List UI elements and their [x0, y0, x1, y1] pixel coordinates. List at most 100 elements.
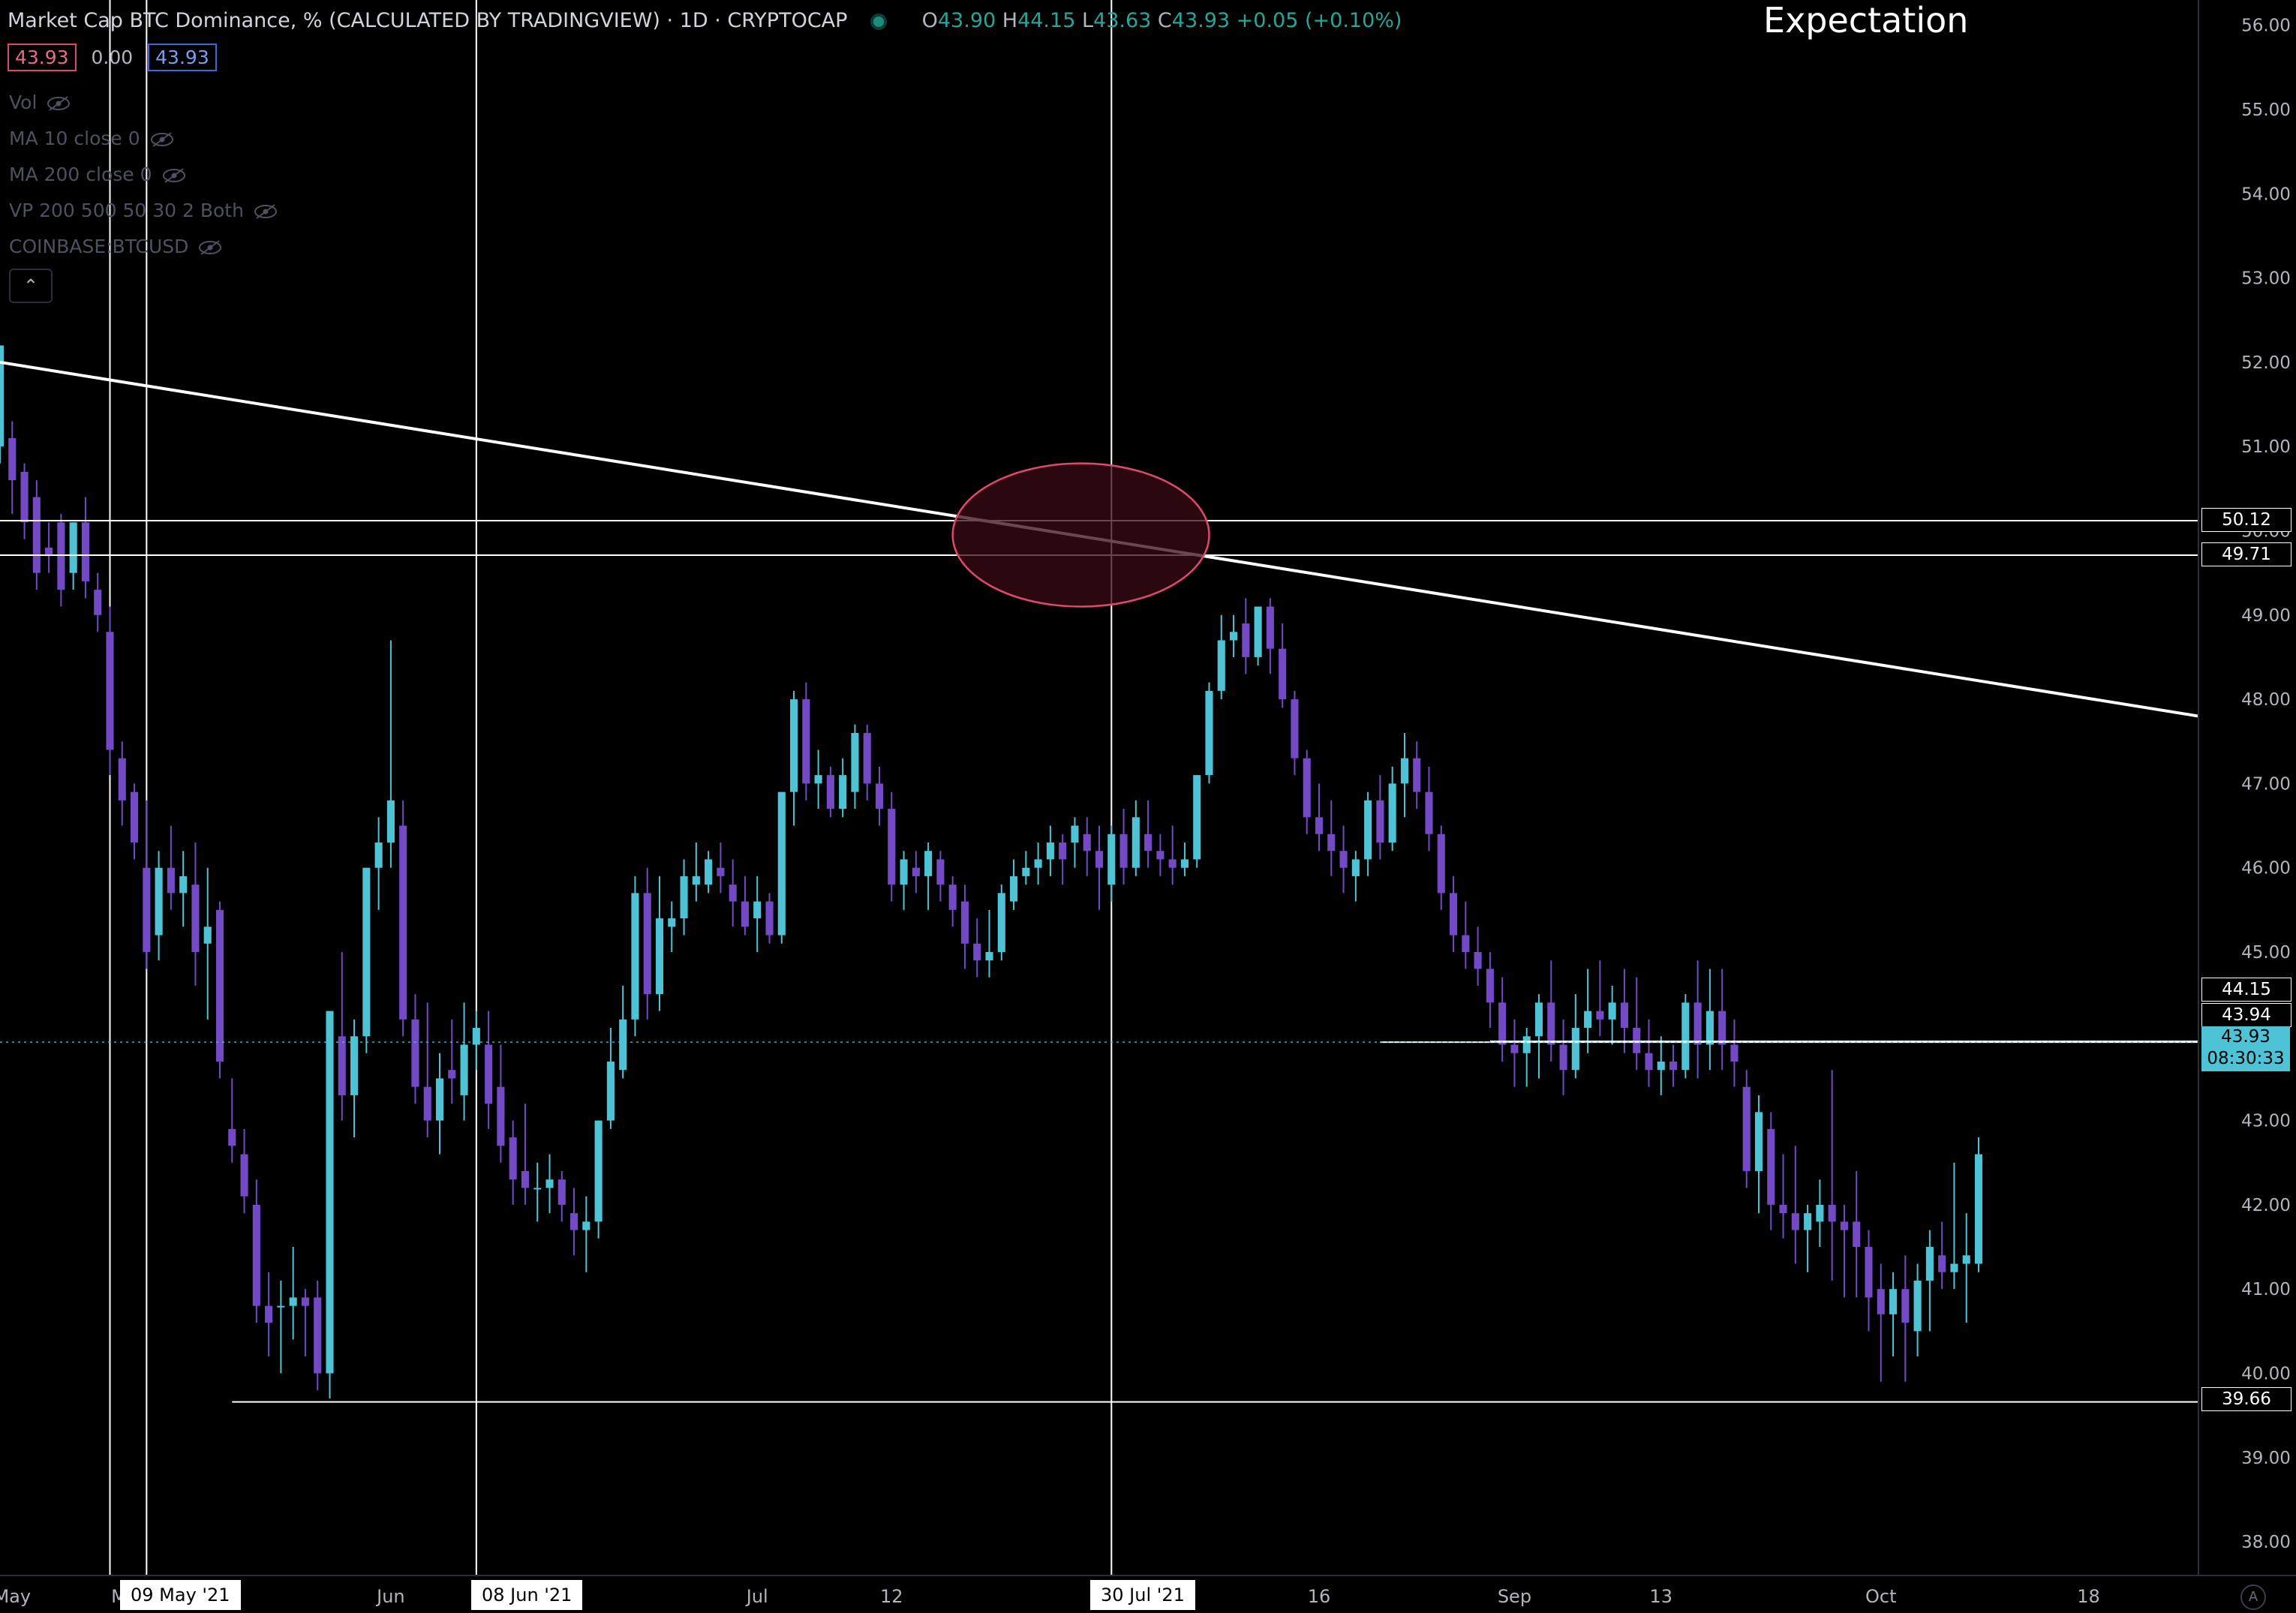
current-price: 43.93	[2221, 1027, 2270, 1047]
candle-body	[900, 859, 908, 885]
candle-body	[1131, 817, 1140, 868]
candle-body	[167, 867, 175, 894]
candle-body	[215, 909, 224, 1062]
collapse-legend-button[interactable]: ⌃	[9, 269, 53, 303]
candle-body	[350, 1036, 359, 1095]
market-status-icon[interactable]	[870, 13, 888, 30]
candle-body	[94, 590, 102, 615]
candle-body	[143, 867, 151, 952]
y-tick-label: 46.00	[2241, 859, 2291, 879]
candle-body	[1974, 1154, 1983, 1264]
candle-body	[411, 1019, 419, 1087]
candle-body	[1022, 867, 1030, 876]
candle-body	[191, 885, 200, 952]
candle-body	[1474, 951, 1482, 969]
symbol-title[interactable]: Market Cap BTC Dominance, % (CALCULATED …	[8, 9, 848, 32]
x-tick-label: Jul	[745, 1586, 768, 1607]
candle-body	[1804, 1213, 1812, 1230]
candle-body	[1230, 632, 1238, 641]
y-tick-label: 51.00	[2241, 437, 2291, 457]
candle-body	[521, 1170, 529, 1188]
close-label: C	[1157, 9, 1172, 32]
x-tick-label: 12	[880, 1586, 903, 1607]
candle-body	[1547, 1002, 1555, 1045]
candle-body	[265, 1305, 273, 1323]
candle-body	[1693, 1002, 1702, 1045]
candle-body	[155, 867, 163, 936]
candle-body	[1510, 1044, 1519, 1053]
candle-body	[252, 1204, 260, 1306]
y-tick-label: 53.00	[2241, 269, 2291, 289]
highlight-ellipse-shape[interactable]	[951, 462, 1210, 608]
candle-body	[106, 632, 114, 750]
candle-body	[1462, 935, 1470, 952]
indicator-coinbase-btcusd[interactable]: COINBASE:BTCUSD	[9, 236, 223, 257]
bid-value-box[interactable]: 43.93	[8, 44, 77, 71]
candle-body	[326, 1011, 334, 1374]
candle-body	[594, 1120, 603, 1222]
candle-body	[1303, 758, 1311, 818]
candle-body	[1486, 969, 1494, 1003]
auto-scale-button[interactable]: A	[2240, 1584, 2266, 1610]
time-axis[interactable]: MayMay '21Jun14Jul1216Sep13Oct18	[0, 1586, 2100, 1607]
candle-body	[1144, 834, 1153, 852]
candle-body	[1400, 758, 1408, 784]
candle-body	[228, 1128, 236, 1146]
candle-body	[1205, 690, 1213, 776]
candle-body	[1754, 1112, 1763, 1171]
highlight-ellipse[interactable]	[951, 462, 1210, 608]
open-value: 43.90	[937, 9, 996, 32]
price-label-level: 43.94	[2201, 1003, 2291, 1027]
price-axis[interactable]: 56.0055.0054.0053.0052.0051.0050.0049.00…	[2241, 17, 2291, 1552]
candle-body	[631, 893, 639, 1020]
indicator-label: MA 10 close 0	[9, 128, 140, 149]
annotation-text[interactable]: Expectation	[1763, 0, 1969, 41]
candle-body	[374, 842, 383, 868]
candle-body	[1254, 606, 1262, 657]
indicator-ma200[interactable]: MA 200 close 0	[9, 164, 187, 185]
candle-body	[1437, 834, 1445, 894]
y-tick-label: 39.00	[2241, 1449, 2291, 1468]
candle-body	[1339, 851, 1348, 868]
spread-value: 0.00	[91, 47, 134, 68]
vertical-crosshair-lines	[109, 0, 1113, 1575]
candle-body	[57, 522, 65, 590]
candle-body	[1913, 1280, 1922, 1332]
current-price-label: 43.93 08:30:33	[2201, 1026, 2290, 1071]
hidden-eye-icon[interactable]	[161, 167, 187, 184]
candle-body	[1571, 1028, 1579, 1071]
candle-body	[1657, 1061, 1665, 1071]
indicator-vp[interactable]: VP 200 500 50 30 2 Both	[9, 200, 278, 221]
countdown-timer: 08:30:33	[2207, 1049, 2285, 1068]
candle-body	[1168, 859, 1177, 868]
candle-body	[386, 800, 395, 843]
candle-body	[1425, 791, 1433, 834]
candle-body	[1279, 648, 1287, 700]
candle-body	[240, 1154, 248, 1197]
candle-body	[814, 775, 822, 784]
candle-body	[717, 867, 725, 876]
candle-body	[1364, 800, 1372, 860]
hidden-eye-icon[interactable]	[149, 131, 175, 148]
x-tick-label: 16	[1308, 1586, 1331, 1607]
hidden-eye-icon[interactable]	[46, 95, 71, 112]
date-label-09-may: 09 May '21	[120, 1580, 241, 1610]
hidden-eye-icon[interactable]	[197, 239, 223, 256]
y-tick-label: 48.00	[2241, 690, 2291, 710]
candle-body	[81, 522, 89, 581]
candle-body	[1046, 842, 1054, 860]
candle-body	[0, 345, 5, 447]
hidden-eye-icon[interactable]	[253, 203, 278, 220]
indicator-ma10[interactable]: MA 10 close 0	[9, 128, 175, 149]
indicator-label: Vol	[9, 92, 38, 113]
y-tick-label: 55.00	[2241, 101, 2291, 120]
indicator-vol[interactable]: Vol	[9, 92, 71, 113]
low-label: L	[1081, 9, 1094, 32]
candle-body	[1645, 1053, 1653, 1071]
candle-body	[997, 893, 1005, 952]
x-tick-label: Jun	[375, 1586, 405, 1607]
high-value: 44.15	[1017, 9, 1076, 32]
x-tick-label: Oct	[1865, 1586, 1897, 1607]
ask-value-box[interactable]: 43.93	[148, 44, 217, 71]
